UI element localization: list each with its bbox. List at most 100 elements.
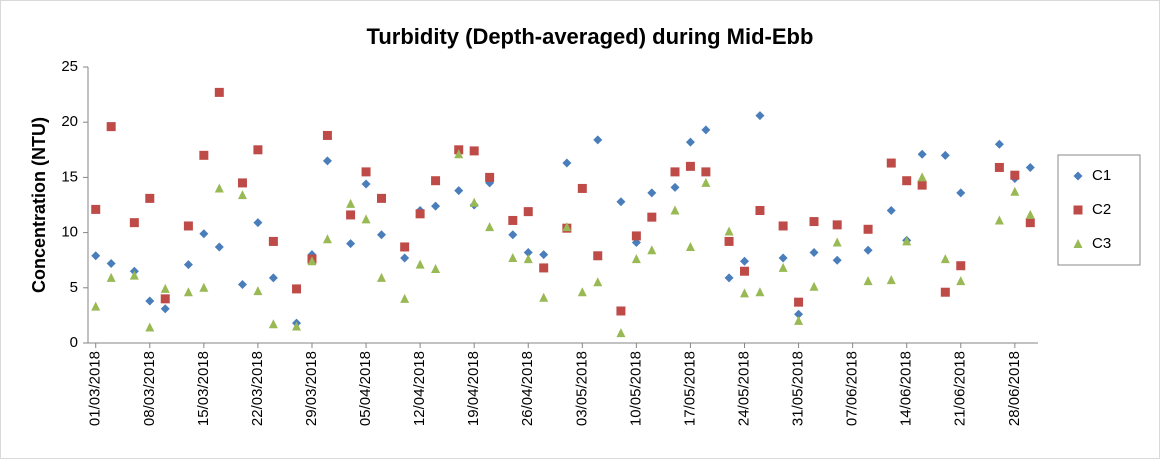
point	[145, 193, 155, 203]
point	[214, 242, 224, 252]
legend-label: C3	[1092, 235, 1111, 252]
point	[809, 217, 819, 227]
point	[253, 218, 263, 228]
point	[701, 167, 711, 177]
point	[454, 186, 464, 196]
point	[523, 254, 533, 264]
x-tick-label: 01/03/2018	[87, 351, 104, 426]
point	[106, 272, 116, 282]
point	[631, 231, 641, 241]
point	[631, 254, 641, 264]
point	[886, 206, 896, 216]
point	[593, 135, 603, 145]
x-tick-label: 17/05/2018	[681, 351, 698, 426]
point	[400, 242, 410, 252]
legend-label: C2	[1092, 201, 1111, 218]
point	[253, 286, 263, 296]
point	[562, 222, 572, 232]
y-tick-label: 5	[70, 279, 78, 296]
point	[431, 264, 441, 274]
x-tick-label: 31/05/2018	[790, 351, 807, 426]
point	[670, 182, 680, 192]
point	[237, 178, 247, 188]
point	[886, 275, 896, 285]
point	[616, 306, 626, 316]
x-tick-label: 22/03/2018	[249, 351, 266, 426]
point	[577, 183, 587, 193]
point	[253, 145, 263, 155]
point	[346, 239, 356, 249]
x-tick-label: 15/03/2018	[195, 351, 212, 426]
point	[863, 245, 873, 255]
legend-label: C1	[1092, 167, 1111, 184]
point	[994, 162, 1004, 172]
x-tick-label: 12/04/2018	[411, 351, 428, 426]
point	[523, 207, 533, 217]
point	[145, 296, 155, 306]
x-tick-label: 14/06/2018	[898, 351, 915, 426]
point	[1025, 218, 1035, 228]
point	[940, 150, 950, 160]
point	[863, 224, 873, 234]
x-tick-label: 08/03/2018	[141, 351, 158, 426]
point	[593, 277, 603, 287]
point	[376, 193, 386, 203]
point	[183, 287, 193, 297]
point	[701, 125, 711, 135]
point	[145, 322, 155, 332]
point	[956, 276, 966, 286]
point	[1025, 162, 1035, 172]
point	[129, 218, 139, 228]
point	[485, 172, 495, 182]
point	[832, 220, 842, 230]
point	[292, 321, 302, 331]
point	[755, 111, 765, 121]
point	[956, 188, 966, 198]
point	[701, 177, 711, 187]
point	[361, 167, 371, 177]
point	[268, 319, 278, 329]
point	[268, 273, 278, 283]
point	[832, 255, 842, 265]
point	[778, 253, 788, 263]
point	[361, 214, 371, 224]
point	[523, 247, 533, 257]
point	[376, 272, 386, 282]
point	[469, 146, 479, 156]
x-tick-label: 10/05/2018	[627, 351, 644, 426]
point	[994, 139, 1004, 149]
point	[292, 284, 302, 294]
point	[508, 215, 518, 225]
point	[940, 254, 950, 264]
point	[685, 241, 695, 251]
point	[1010, 186, 1020, 196]
chart-title: Turbidity (Depth-averaged) during Mid-Eb…	[367, 24, 814, 49]
point	[400, 293, 410, 303]
point	[214, 183, 224, 193]
x-tick-label: 28/06/2018	[1006, 351, 1023, 426]
point	[1010, 170, 1020, 180]
point	[322, 156, 332, 166]
point	[415, 209, 425, 219]
point	[91, 251, 101, 261]
point	[724, 273, 734, 283]
point	[237, 279, 247, 289]
point	[994, 215, 1004, 225]
point	[809, 281, 819, 291]
y-tick-label: 20	[61, 113, 78, 130]
point	[322, 130, 332, 140]
point	[917, 180, 927, 190]
point	[685, 161, 695, 171]
point	[577, 287, 587, 297]
point	[647, 245, 657, 255]
point	[376, 230, 386, 240]
point	[562, 158, 572, 168]
x-tick-label: 19/04/2018	[465, 351, 482, 426]
point	[106, 122, 116, 132]
legend-marker	[1073, 171, 1083, 181]
point	[778, 262, 788, 272]
y-axis-label: Concentration (NTU)	[29, 117, 49, 293]
point	[539, 263, 549, 273]
point	[778, 221, 788, 231]
y-tick-label: 0	[70, 334, 78, 351]
